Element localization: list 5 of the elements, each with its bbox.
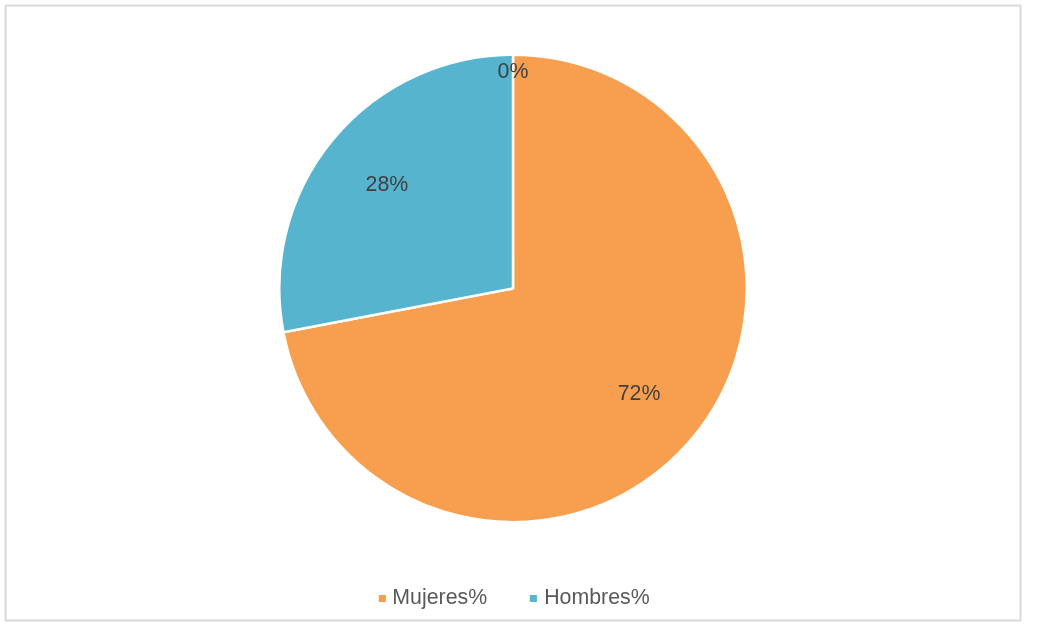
legend-label: Hombres% <box>544 585 650 610</box>
legend-label: Mujeres% <box>392 585 488 610</box>
data-label: 72% <box>617 380 661 405</box>
text: 0% <box>497 59 529 84</box>
data-label: 28% <box>365 172 409 197</box>
